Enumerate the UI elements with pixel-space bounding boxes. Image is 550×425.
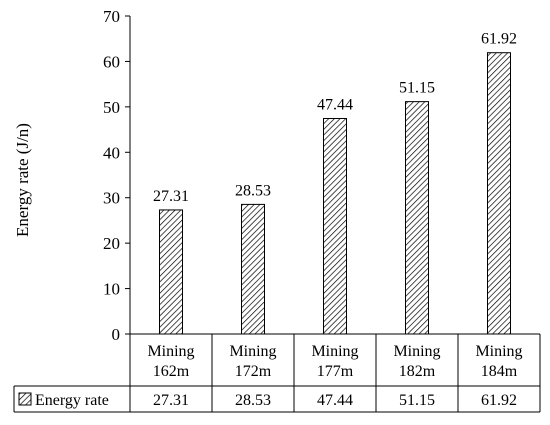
table-value: 51.15 — [399, 392, 435, 409]
data-label: 28.53 — [235, 182, 271, 199]
category-label: Mining 184m — [475, 343, 522, 380]
y-tick-label: 0 — [112, 325, 121, 344]
data-label: 27.31 — [153, 188, 189, 205]
bar — [323, 117, 347, 335]
category-label: Mining 162m — [147, 343, 194, 380]
bars — [159, 52, 511, 335]
table-value: 27.31 — [153, 392, 189, 409]
data-labels: 27.31 28.53 47.44 51.15 61.92 — [153, 31, 517, 205]
y-tick-label: 40 — [103, 143, 120, 162]
table-value: 28.53 — [235, 392, 271, 409]
bar — [487, 52, 511, 335]
y-tick-label: 60 — [103, 52, 120, 71]
data-label: 47.44 — [317, 96, 353, 113]
legend-series-name: Energy rate — [35, 392, 109, 409]
bar — [159, 209, 183, 335]
table-value: 47.44 — [317, 392, 353, 409]
table-value: 61.92 — [481, 392, 517, 409]
legend-swatch — [18, 392, 32, 406]
y-tick-label: 20 — [103, 234, 120, 253]
y-tick-label: 50 — [103, 98, 120, 117]
data-label: 51.15 — [399, 80, 435, 97]
y-tick-label: 30 — [103, 189, 120, 208]
category-label: Mining 177m — [311, 343, 358, 380]
data-label: 61.92 — [481, 31, 517, 48]
y-tick-label: 70 — [103, 7, 120, 26]
category-label: Mining 182m — [393, 343, 440, 380]
y-tick-label: 10 — [103, 280, 120, 299]
data-table: Mining 162m Mining 172m Mining 177m Mining 182m… — [13, 333, 541, 413]
y-axis: 0 10 20 30 40 50 60 70 — [103, 7, 131, 344]
bar — [241, 203, 265, 335]
bar — [405, 101, 429, 335]
category-label: Mining 172m — [229, 343, 276, 380]
y-axis-label: Energy rate (J/n) — [13, 123, 32, 237]
